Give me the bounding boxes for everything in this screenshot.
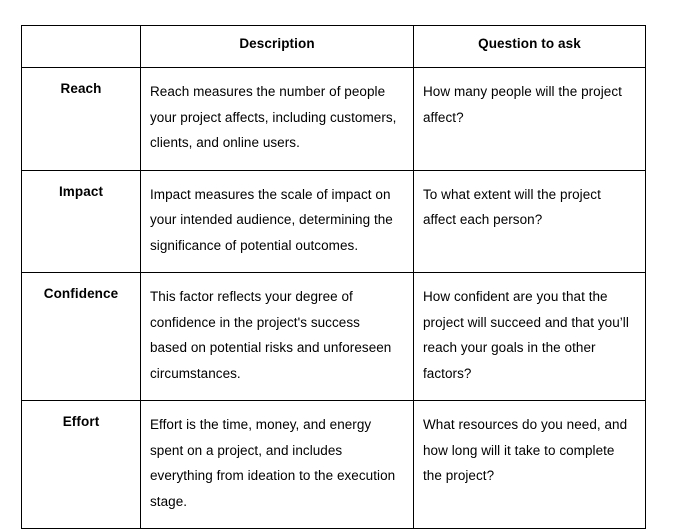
table-cell-question-impact: To what extent will the project affect e… bbox=[413, 169, 646, 273]
factor-label-reach: Reach bbox=[60, 81, 102, 96]
table-body: Reach Reach measures the number of peopl… bbox=[21, 67, 646, 529]
table-header-cell-description: Description bbox=[140, 25, 414, 68]
description-text-confidence: This factor reflects your degree of conf… bbox=[150, 289, 392, 381]
table-cell-question-effort: What resources do you need, and how long… bbox=[413, 400, 646, 529]
description-text-effort: Effort is the time, money, and energy sp… bbox=[150, 417, 396, 509]
question-text-effort: What resources do you need, and how long… bbox=[423, 417, 628, 483]
table-cell-description-confidence: This factor reflects your degree of conf… bbox=[140, 272, 414, 401]
table-header-label-description: Description bbox=[239, 36, 315, 51]
table-row: Confidence This factor reflects your deg… bbox=[21, 272, 646, 401]
factor-label-confidence: Confidence bbox=[43, 286, 119, 301]
factor-label-effort: Effort bbox=[62, 414, 100, 429]
table-header-row: Description Question to ask bbox=[21, 25, 646, 68]
table-cell-factor-impact: Impact bbox=[21, 169, 141, 273]
table-cell-question-confidence: How confident are you that the project w… bbox=[413, 272, 646, 401]
table-cell-factor-effort: Effort bbox=[21, 400, 141, 529]
question-text-confidence: How confident are you that the project w… bbox=[423, 289, 629, 381]
table-row: Impact Impact measures the scale of impa… bbox=[21, 169, 646, 273]
question-text-reach: How many people will the project affect? bbox=[423, 84, 622, 125]
table-header: Description Question to ask bbox=[21, 25, 646, 68]
table-cell-factor-reach: Reach bbox=[21, 67, 141, 171]
description-text-impact: Impact measures the scale of impact on y… bbox=[150, 186, 393, 253]
table-row: Reach Reach measures the number of peopl… bbox=[21, 67, 646, 171]
table-cell-factor-confidence: Confidence bbox=[21, 272, 141, 401]
rice-framework-table: Description Question to ask Reach Reach … bbox=[21, 25, 646, 529]
table-row: Effort Effort is the time, money, and en… bbox=[21, 400, 646, 529]
table-header-label-blank bbox=[22, 26, 140, 35]
table-header-cell-blank bbox=[21, 25, 141, 68]
table-cell-question-reach: How many people will the project affect? bbox=[413, 67, 646, 171]
rice-framework-table-container: Description Question to ask Reach Reach … bbox=[21, 25, 646, 529]
table-cell-description-impact: Impact measures the scale of impact on y… bbox=[140, 169, 414, 273]
table-cell-description-effort: Effort is the time, money, and energy sp… bbox=[140, 400, 414, 529]
factor-label-impact: Impact bbox=[58, 183, 104, 199]
description-text-reach: Reach measures the number of people your… bbox=[150, 84, 397, 150]
table-header-cell-question: Question to ask bbox=[413, 25, 646, 68]
table-header-label-question: Question to ask bbox=[478, 36, 581, 51]
table-cell-description-reach: Reach measures the number of people your… bbox=[140, 67, 414, 171]
question-text-impact: To what extent will the project affect e… bbox=[423, 186, 601, 228]
